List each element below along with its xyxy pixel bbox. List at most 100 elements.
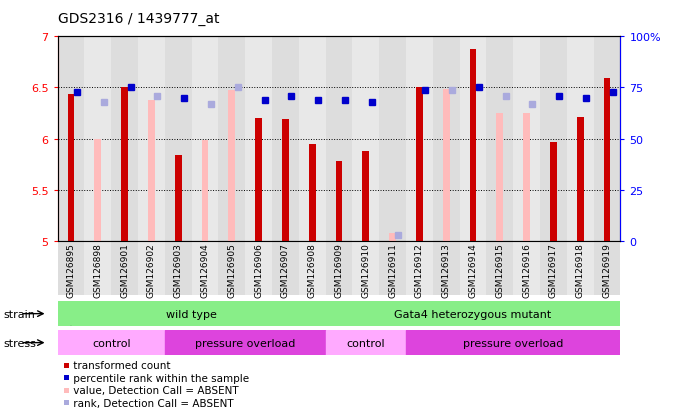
- Bar: [325, 242, 353, 295]
- Bar: [406, 242, 433, 295]
- Bar: [299, 242, 325, 295]
- Bar: [486, 37, 513, 242]
- Bar: [218, 37, 245, 242]
- Bar: [68, 95, 75, 242]
- Bar: [111, 37, 138, 242]
- Bar: [496, 114, 503, 242]
- Bar: [540, 37, 567, 242]
- Text: GSM126909: GSM126909: [334, 243, 344, 297]
- Bar: [470, 50, 477, 242]
- Bar: [523, 114, 530, 242]
- Bar: [58, 330, 165, 355]
- Text: transformed count: transformed count: [70, 361, 171, 370]
- Bar: [416, 88, 423, 242]
- Bar: [85, 37, 111, 242]
- Text: GSM126912: GSM126912: [415, 243, 424, 297]
- Text: GSM126916: GSM126916: [522, 243, 531, 297]
- Bar: [593, 37, 620, 242]
- Bar: [201, 140, 208, 242]
- Bar: [325, 330, 406, 355]
- Bar: [272, 242, 299, 295]
- Bar: [165, 330, 325, 355]
- Bar: [486, 242, 513, 295]
- Bar: [138, 242, 165, 295]
- Bar: [245, 37, 272, 242]
- Bar: [513, 37, 540, 242]
- Bar: [593, 242, 620, 295]
- Bar: [282, 120, 289, 242]
- Bar: [540, 242, 567, 295]
- Bar: [245, 242, 272, 295]
- Bar: [58, 242, 85, 295]
- Text: stress: stress: [3, 338, 36, 348]
- Text: GSM126898: GSM126898: [94, 243, 102, 297]
- Bar: [121, 88, 128, 242]
- Bar: [85, 242, 111, 295]
- Bar: [218, 242, 245, 295]
- Text: GSM126907: GSM126907: [281, 243, 290, 297]
- Text: control: control: [92, 338, 131, 348]
- Text: pressure overload: pressure overload: [195, 338, 296, 348]
- Text: rank, Detection Call = ABSENT: rank, Detection Call = ABSENT: [70, 398, 234, 408]
- Text: strain: strain: [3, 309, 35, 319]
- Text: GSM126919: GSM126919: [603, 243, 612, 297]
- Bar: [148, 100, 155, 242]
- Bar: [433, 242, 460, 295]
- Bar: [353, 37, 379, 242]
- Text: Gata4 heterozygous mutant: Gata4 heterozygous mutant: [395, 309, 552, 319]
- Bar: [58, 37, 85, 242]
- Bar: [272, 37, 299, 242]
- Text: GSM126910: GSM126910: [361, 243, 370, 297]
- Bar: [513, 242, 540, 295]
- Text: GSM126918: GSM126918: [576, 243, 584, 297]
- Bar: [255, 119, 262, 242]
- Bar: [175, 156, 182, 242]
- Bar: [165, 37, 192, 242]
- Bar: [363, 152, 369, 242]
- Bar: [379, 37, 406, 242]
- Bar: [192, 37, 218, 242]
- Text: GSM126901: GSM126901: [120, 243, 129, 297]
- Bar: [353, 242, 379, 295]
- Bar: [443, 89, 450, 242]
- Bar: [603, 79, 610, 242]
- Bar: [460, 242, 486, 295]
- Bar: [577, 118, 584, 242]
- Bar: [406, 330, 620, 355]
- Text: GSM126906: GSM126906: [254, 243, 263, 297]
- Bar: [58, 301, 325, 326]
- Bar: [94, 140, 101, 242]
- Text: GSM126914: GSM126914: [468, 243, 477, 297]
- Bar: [165, 242, 192, 295]
- Text: value, Detection Call = ABSENT: value, Detection Call = ABSENT: [70, 385, 239, 395]
- Bar: [567, 242, 593, 295]
- Text: GSM126913: GSM126913: [441, 243, 451, 297]
- Text: GSM126911: GSM126911: [388, 243, 397, 297]
- Text: wild type: wild type: [166, 309, 217, 319]
- Bar: [228, 90, 235, 242]
- Bar: [325, 301, 620, 326]
- Bar: [111, 242, 138, 295]
- Text: GDS2316 / 1439777_at: GDS2316 / 1439777_at: [58, 12, 219, 26]
- Bar: [309, 145, 315, 242]
- Text: GSM126908: GSM126908: [308, 243, 317, 297]
- Text: pressure overload: pressure overload: [463, 338, 563, 348]
- Text: percentile rank within the sample: percentile rank within the sample: [70, 373, 250, 383]
- Bar: [389, 233, 396, 242]
- Text: GSM126905: GSM126905: [227, 243, 237, 297]
- Bar: [567, 37, 593, 242]
- Text: control: control: [346, 338, 385, 348]
- Text: GSM126903: GSM126903: [174, 243, 182, 297]
- Bar: [379, 242, 406, 295]
- Text: GSM126917: GSM126917: [549, 243, 558, 297]
- Bar: [192, 242, 218, 295]
- Text: GSM126895: GSM126895: [66, 243, 75, 297]
- Bar: [406, 37, 433, 242]
- Bar: [138, 37, 165, 242]
- Bar: [550, 142, 557, 242]
- Bar: [299, 37, 325, 242]
- Text: GSM126904: GSM126904: [201, 243, 210, 297]
- Text: GSM126915: GSM126915: [496, 243, 504, 297]
- Bar: [336, 162, 342, 242]
- Bar: [325, 37, 353, 242]
